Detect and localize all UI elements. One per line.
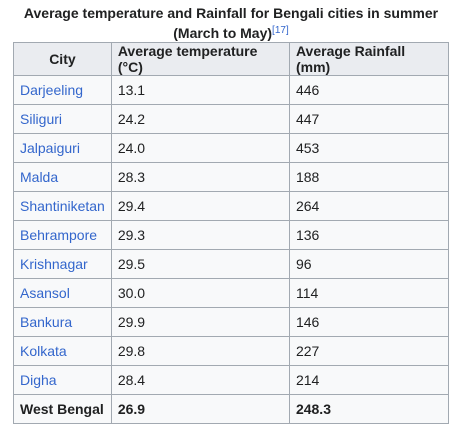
total-city-cell: West Bengal bbox=[13, 394, 112, 424]
reference-superscript: [17] bbox=[272, 25, 289, 36]
city-link[interactable]: Kolkata bbox=[20, 343, 67, 359]
table-row: Behrampore 29.3 136 bbox=[13, 220, 450, 250]
temperature-cell: 24.0 bbox=[110, 133, 290, 163]
total-row: West Bengal 26.9 248.3 bbox=[13, 394, 450, 424]
rainfall-cell: 214 bbox=[288, 365, 450, 395]
table-container: Average temperature and Rainfall for Ben… bbox=[13, 0, 450, 424]
temperature-cell: 30.0 bbox=[110, 278, 290, 308]
city-cell: Darjeeling bbox=[13, 75, 112, 105]
city-cell: Kolkata bbox=[13, 336, 112, 366]
temperature-cell: 28.4 bbox=[110, 365, 290, 395]
city-link[interactable]: Bankura bbox=[20, 314, 73, 330]
climate-table: City Average temperature (°C) Average Ra… bbox=[13, 42, 450, 424]
table-row: Bankura 29.9 146 bbox=[13, 307, 450, 337]
temperature-cell: 29.8 bbox=[110, 336, 290, 366]
total-temperature-cell: 26.9 bbox=[110, 394, 290, 424]
city-cell: Asansol bbox=[13, 278, 112, 308]
city-link[interactable]: Jalpaiguri bbox=[20, 140, 80, 156]
temperature-cell: 24.2 bbox=[110, 104, 290, 134]
city-cell: Krishnagar bbox=[13, 249, 112, 279]
column-header-city: City bbox=[13, 42, 112, 76]
table-row: Jalpaiguri 24.0 453 bbox=[13, 133, 450, 163]
city-link[interactable]: Shantiniketan bbox=[20, 198, 105, 214]
temperature-cell: 29.3 bbox=[110, 220, 290, 250]
header-row: City Average temperature (°C) Average Ra… bbox=[13, 42, 450, 76]
city-cell: Malda bbox=[13, 162, 112, 192]
caption-text: Average temperature and Rainfall for Ben… bbox=[23, 5, 439, 41]
city-link[interactable]: Malda bbox=[20, 169, 59, 185]
city-cell: Behrampore bbox=[13, 220, 112, 250]
temperature-cell: 13.1 bbox=[110, 75, 290, 105]
city-link[interactable]: Siliguri bbox=[20, 111, 63, 127]
rainfall-cell: 136 bbox=[288, 220, 450, 250]
table-row: Siliguri 24.2 447 bbox=[13, 104, 450, 134]
rainfall-cell: 227 bbox=[288, 336, 450, 366]
rainfall-cell: 114 bbox=[288, 278, 450, 308]
city-cell: Jalpaiguri bbox=[13, 133, 112, 163]
column-header-rainfall: Average Rainfall (mm) bbox=[288, 42, 450, 76]
table-caption: Average temperature and Rainfall for Ben… bbox=[13, 0, 449, 42]
rainfall-cell: 146 bbox=[288, 307, 450, 337]
reference-link[interactable]: [17] bbox=[272, 25, 289, 36]
total-rainfall-cell: 248.3 bbox=[288, 394, 450, 424]
table-row: Krishnagar 29.5 96 bbox=[13, 249, 450, 279]
city-cell: Digha bbox=[13, 365, 112, 395]
table-row: Shantiniketan 29.4 264 bbox=[13, 191, 450, 221]
table-row: Malda 28.3 188 bbox=[13, 162, 450, 192]
rainfall-cell: 96 bbox=[288, 249, 450, 279]
table-row: Digha 28.4 214 bbox=[13, 365, 450, 395]
city-cell: Siliguri bbox=[13, 104, 112, 134]
temperature-cell: 29.5 bbox=[110, 249, 290, 279]
city-link[interactable]: Darjeeling bbox=[20, 82, 84, 98]
column-header-temperature: Average temperature (°C) bbox=[110, 42, 290, 76]
city-cell: Shantiniketan bbox=[13, 191, 112, 221]
table-row: Kolkata 29.8 227 bbox=[13, 336, 450, 366]
rainfall-cell: 446 bbox=[288, 75, 450, 105]
city-link[interactable]: Krishnagar bbox=[20, 256, 88, 272]
temperature-cell: 29.4 bbox=[110, 191, 290, 221]
temperature-cell: 28.3 bbox=[110, 162, 290, 192]
city-link[interactable]: Asansol bbox=[20, 285, 70, 301]
rainfall-cell: 188 bbox=[288, 162, 450, 192]
rainfall-cell: 453 bbox=[288, 133, 450, 163]
city-cell: Bankura bbox=[13, 307, 112, 337]
table-row: Asansol 30.0 114 bbox=[13, 278, 450, 308]
rainfall-cell: 264 bbox=[288, 191, 450, 221]
city-link[interactable]: Behrampore bbox=[20, 227, 98, 243]
temperature-cell: 29.9 bbox=[110, 307, 290, 337]
rainfall-cell: 447 bbox=[288, 104, 450, 134]
city-link[interactable]: Digha bbox=[20, 372, 57, 388]
table-row: Darjeeling 13.1 446 bbox=[13, 75, 450, 105]
